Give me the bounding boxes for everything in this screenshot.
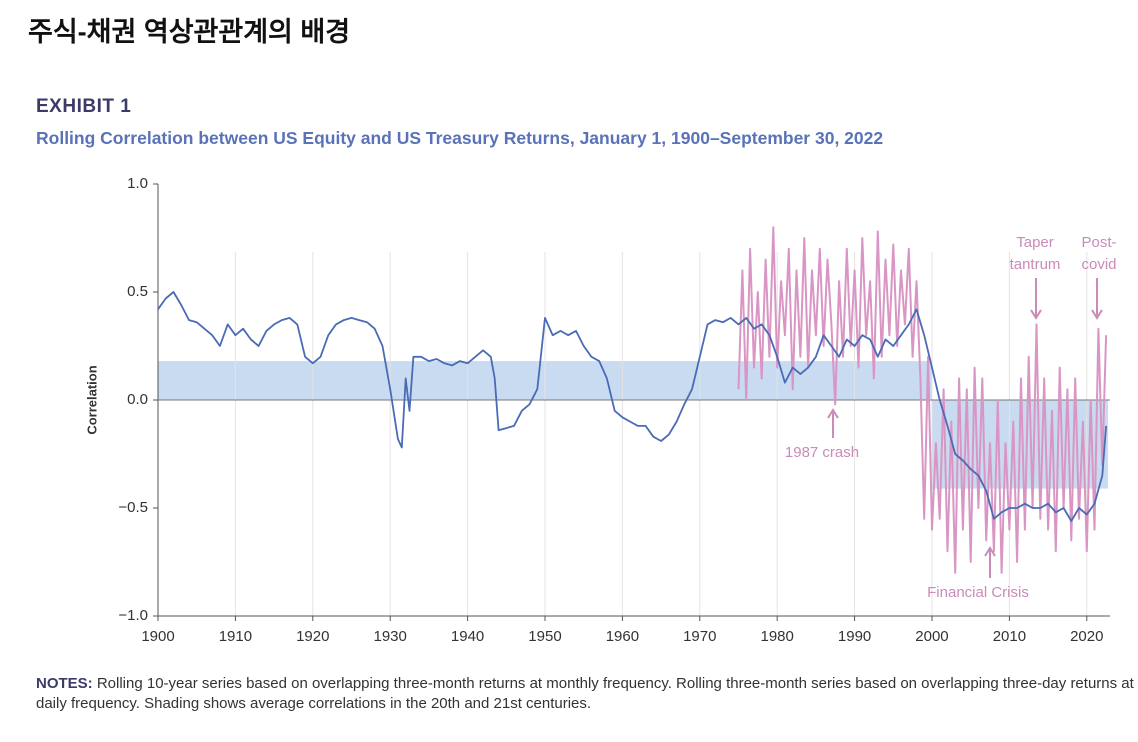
y-tick-label: −1.0 <box>118 607 148 624</box>
x-tick-label: 1930 <box>374 628 407 645</box>
x-tick-label: 2010 <box>993 628 1026 645</box>
x-tick-label: 1940 <box>451 628 484 645</box>
notes-label: NOTES: <box>36 675 93 692</box>
x-tick-label: 2020 <box>1070 628 1103 645</box>
y-tick-label: 1.0 <box>127 175 148 192</box>
y-tick-label: −0.5 <box>118 499 148 516</box>
annotation-arrowhead <box>984 546 996 557</box>
x-tick-label: 1990 <box>838 628 871 645</box>
annotation: covid <box>1081 256 1116 273</box>
y-tick-label: 0.0 <box>127 391 148 408</box>
x-tick-label: 1950 <box>528 628 561 645</box>
annotation-arrowhead <box>1091 309 1103 320</box>
y-axis-label: Correlation <box>84 365 99 434</box>
x-tick-label: 1980 <box>760 628 793 645</box>
x-tick-label: 1910 <box>219 628 252 645</box>
notes-text: Rolling 10-year series based on overlapp… <box>36 675 1134 712</box>
annotation-arrowhead <box>827 408 839 419</box>
annotation: Financial Crisis <box>927 584 1029 601</box>
exhibit-label: EXHIBIT 1 <box>36 96 132 117</box>
series-line <box>157 291 1107 522</box>
x-tick-label: 1900 <box>141 628 174 645</box>
annotation: Taper <box>1016 234 1054 251</box>
y-tick-label: 0.5 <box>127 283 148 300</box>
page-title: 주식-채권 역상관관계의 배경 <box>28 17 351 47</box>
annotation: 1987 crash <box>785 444 859 461</box>
annotation: Post- <box>1081 234 1116 251</box>
x-tick-label: 1960 <box>606 628 639 645</box>
notes: NOTES: Rolling 10-year series based on o… <box>36 674 1136 714</box>
annotation-arrowhead <box>1030 309 1042 320</box>
annotation: tantrum <box>1010 256 1061 273</box>
x-tick-label: 1920 <box>296 628 329 645</box>
x-tick-label: 2000 <box>915 628 948 645</box>
chart-title: Rolling Correlation between US Equity an… <box>36 128 884 148</box>
x-tick-label: 1970 <box>683 628 716 645</box>
series-line <box>737 226 1108 574</box>
